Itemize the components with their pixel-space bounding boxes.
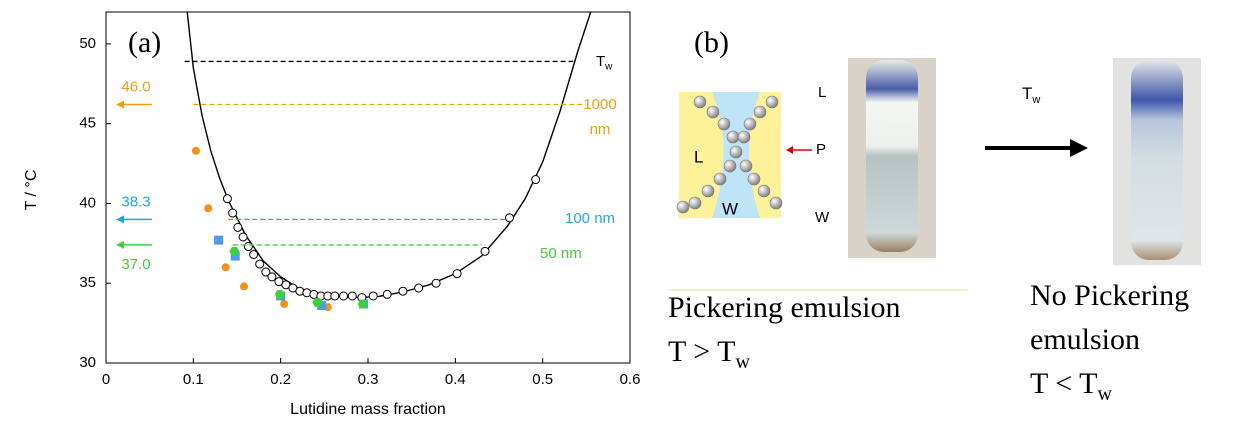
panel-label: (a) [128, 26, 161, 59]
point [204, 204, 213, 213]
caption-sub: w [1098, 383, 1113, 405]
x-axis-label: Lutidine mass fraction [290, 401, 446, 418]
x-tick-label: 0.4 [445, 371, 466, 388]
reference-label: 100 nm [565, 210, 615, 227]
y-tick-label: 40 [79, 194, 96, 211]
arrow-head [116, 215, 124, 224]
point [191, 146, 200, 155]
diagram-label: W [815, 209, 830, 226]
point [267, 272, 277, 282]
reference-label: Tw [596, 53, 613, 72]
arrow-head [116, 100, 124, 109]
arrow-label-sub: w [1031, 94, 1040, 106]
x-tick-label: 0 [102, 371, 110, 388]
point [357, 299, 368, 309]
diagram-label: W [722, 199, 738, 218]
point [280, 299, 289, 308]
caption: No Pickering [1030, 279, 1189, 312]
photo [668, 58, 1201, 291]
plot-frame [105, 11, 631, 364]
point [504, 213, 514, 223]
x-tick-label: 0.1 [183, 371, 204, 388]
reference-label: 50 nm [540, 245, 582, 262]
point [214, 235, 224, 245]
reference-label: nm [590, 121, 611, 138]
x-tick-label: 0.2 [270, 371, 291, 388]
point [229, 246, 240, 256]
reference-label-main: T [596, 53, 605, 70]
arrow-label-main: T [1022, 84, 1032, 103]
diagram-label: P [816, 141, 826, 158]
point [274, 290, 285, 299]
arrow-label: 37.0 [121, 256, 150, 273]
y-axis-label: T / °C [23, 170, 40, 211]
point [239, 282, 248, 291]
fit-curve [186, 12, 592, 299]
panel-label: (b) [694, 26, 729, 59]
point [261, 267, 271, 277]
point [382, 289, 392, 299]
point [238, 232, 248, 242]
point [531, 175, 541, 185]
caption-main: T > T [668, 335, 736, 368]
point [243, 242, 253, 252]
arrow-head [116, 240, 124, 249]
point [221, 263, 230, 272]
plot-area [186, 12, 592, 312]
y-tick-label: 35 [79, 274, 96, 291]
point [452, 269, 462, 279]
point [222, 194, 232, 204]
point [233, 222, 243, 232]
arrow-label: 46.0 [121, 79, 150, 96]
x-tick-label: 0.5 [532, 371, 553, 388]
schematic [676, 92, 812, 218]
point [414, 283, 424, 293]
point [347, 291, 357, 301]
point [312, 298, 323, 307]
x-tick-label: 0.3 [358, 371, 379, 388]
x-tick-label: 0.6 [620, 371, 641, 388]
y-tick-label: 45 [79, 115, 96, 132]
point [431, 278, 441, 288]
reference-label: 1000 [583, 96, 616, 113]
diagram-label: L [694, 147, 703, 166]
caption: Pickering emulsion [668, 291, 900, 324]
point [398, 286, 408, 296]
caption-main: T < T [1030, 367, 1098, 400]
point [249, 250, 259, 260]
point [339, 291, 349, 301]
point [228, 208, 238, 218]
caption-sub: w [736, 351, 751, 373]
caption: emulsion [1030, 323, 1140, 356]
caption: T > Tw [668, 335, 751, 373]
arrow-label: 38.3 [121, 193, 150, 210]
point [330, 291, 340, 301]
arrow-label: Tw [1022, 84, 1040, 106]
point [255, 259, 265, 269]
y-tick-label: 50 [79, 35, 96, 52]
caption: T < Tw [1030, 367, 1113, 405]
diagram-label: L [818, 84, 826, 101]
point [368, 291, 378, 301]
reference-label-sub: w [604, 61, 613, 72]
point [230, 251, 240, 261]
y-tick-label: 30 [79, 354, 96, 371]
point [317, 301, 327, 311]
point [480, 246, 490, 256]
